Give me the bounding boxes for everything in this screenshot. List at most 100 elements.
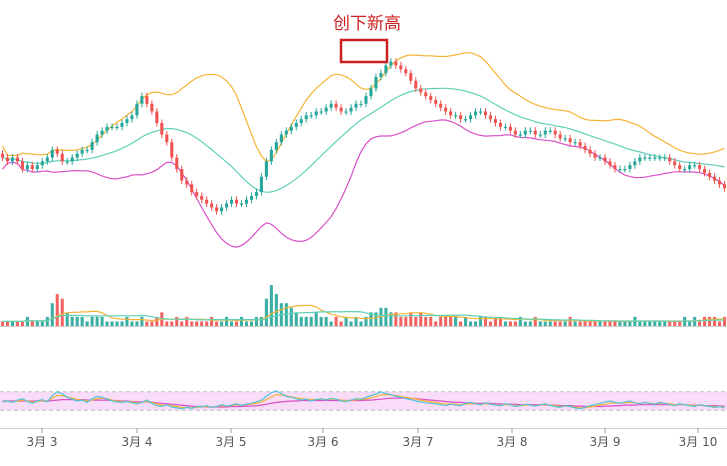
volume-bar <box>334 316 338 326</box>
volume-bar <box>439 316 443 326</box>
candle-body <box>120 122 124 127</box>
volume-bar <box>180 321 184 326</box>
x-axis: 3月 3 3月 4 3月 5 3月 6 3月 7 3月 8 3月 9 3月 10 <box>0 428 727 449</box>
volume-bar <box>528 321 532 326</box>
volume-bar <box>150 321 154 326</box>
volume-bar <box>374 312 378 326</box>
candle-body <box>588 149 592 154</box>
candle-body <box>678 165 682 170</box>
volume-bar <box>394 312 398 326</box>
candle-body <box>284 130 288 135</box>
candle-body <box>75 153 79 158</box>
volume-ma-line <box>2 304 725 322</box>
candle-body <box>110 126 114 129</box>
volume-bar <box>80 316 84 326</box>
candle-body <box>205 199 209 204</box>
candle-body <box>623 169 627 171</box>
candle-body <box>364 96 368 104</box>
candle-body <box>254 192 258 196</box>
volume-bar <box>399 316 403 326</box>
volume-bar <box>155 316 159 326</box>
candle-body <box>30 165 34 170</box>
volume-bar <box>220 321 224 326</box>
bollinger-upper-line <box>1 52 725 163</box>
candle-body <box>399 65 403 70</box>
candle-body <box>234 199 239 204</box>
candle-body <box>259 176 263 193</box>
volume-bar <box>469 321 473 326</box>
volume-bar <box>175 316 179 326</box>
volume-bar <box>359 321 363 326</box>
candle-body <box>459 115 463 120</box>
candle-body <box>473 111 478 116</box>
candle-body <box>379 73 383 77</box>
candle-body <box>200 195 204 200</box>
volume-bar <box>215 321 219 326</box>
volume-bar <box>503 321 507 326</box>
candle-body <box>339 107 343 112</box>
volume-bar <box>543 321 547 326</box>
candle-body <box>638 157 642 162</box>
candle-body <box>409 73 413 81</box>
candle-body <box>289 126 293 131</box>
volume-bar <box>558 321 562 326</box>
candle-body <box>449 111 453 116</box>
volume-bar <box>663 321 667 326</box>
volume-bar <box>713 316 717 326</box>
candle-body <box>329 103 333 108</box>
candle-body <box>454 115 458 117</box>
candle-body <box>25 165 29 170</box>
candle-body <box>35 165 39 170</box>
candle-body <box>618 169 622 171</box>
volume-bar <box>548 321 552 326</box>
candle-body <box>190 184 194 193</box>
x-tick-label: 3月 7 <box>402 435 433 449</box>
candle-body <box>493 119 497 123</box>
volume-bar <box>703 316 707 326</box>
candle-body <box>180 169 184 181</box>
volume-bar <box>384 307 388 326</box>
volume-bar <box>688 321 692 326</box>
candle-body <box>419 88 423 93</box>
candle-body <box>274 142 278 150</box>
volume-bar <box>454 316 458 326</box>
candle-body <box>508 126 512 131</box>
volume-bar <box>110 321 114 326</box>
volume-bar <box>35 321 39 326</box>
volume-bar <box>493 316 497 326</box>
volume-bar <box>234 321 239 326</box>
candle-body <box>603 157 607 162</box>
volume-bar <box>389 312 393 326</box>
volume-bar <box>434 321 438 326</box>
candle-body <box>648 157 652 159</box>
volume-bar <box>364 316 368 326</box>
volume-bar <box>105 321 109 326</box>
candle-body <box>429 96 433 100</box>
candle-body <box>40 161 44 166</box>
volume-bar <box>618 321 622 326</box>
volume-bar <box>573 321 577 326</box>
volume-bar <box>613 321 617 326</box>
volume-bar <box>628 321 632 326</box>
volume-bar <box>653 321 657 326</box>
volume-bar <box>274 294 278 326</box>
volume-bar <box>5 321 10 326</box>
candle-body <box>269 149 273 162</box>
candle-body <box>309 115 313 117</box>
volume-bar <box>623 321 627 326</box>
candle-body <box>304 115 308 120</box>
volume-bar <box>165 321 169 326</box>
candle-body <box>195 192 199 196</box>
candle-body <box>688 165 692 170</box>
candle-body <box>673 161 677 166</box>
candle-body <box>608 161 612 166</box>
volume-bar <box>593 321 597 326</box>
volume-bar <box>225 316 229 326</box>
volume-bar <box>488 321 493 326</box>
volume-bar <box>339 321 343 326</box>
candle-body <box>414 80 418 89</box>
candle-body <box>50 149 54 158</box>
volume-bar <box>464 316 468 326</box>
candle-body <box>369 88 373 97</box>
candle-body <box>344 111 348 113</box>
